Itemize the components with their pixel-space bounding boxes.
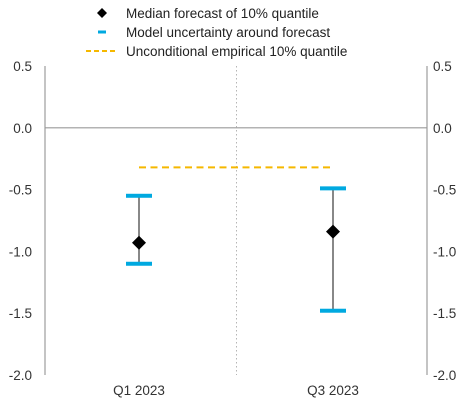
uncertainty-cap-high [126,193,152,198]
y-tick-label-right: 0.5 [433,59,452,74]
legend-label: Model uncertainty around forecast [126,25,330,40]
x-tick-label: Q3 2023 [307,383,359,398]
y-axis-left: 0.5 0.0 -0.5 -1.0 -1.5 -2.0 [9,59,32,383]
y-tick-label-left: -1.5 [9,306,32,321]
y-axis-right: 0.5 0.0 -0.5 -1.0 -1.5 -2.0 [433,59,456,383]
legend-label: Median forecast of 10% quantile [126,6,319,21]
median-marker [132,235,146,250]
y-tick-label-left: 0.0 [13,121,32,136]
uncertainty-cap-high [320,186,346,191]
y-tick-label-right: -0.5 [433,183,456,198]
y-tick-label-left: 0.5 [13,59,32,74]
legend: Median forecast of 10% quantile Model unc… [86,6,347,59]
legend-label: Unconditional empirical 10% quantile [126,44,347,59]
uncertainty-cap-low [320,308,346,313]
plot-area [44,66,428,375]
median-marker [326,224,340,239]
legend-median-marker [97,8,107,18]
y-tick-label-right: 0.0 [433,121,452,136]
y-tick-label-left: -2.0 [9,368,32,383]
y-tick-label-right: -1.0 [433,244,456,259]
legend-uncertainty-marker [98,30,106,34]
uncertainty-cap-low [126,261,152,266]
x-axis: Q1 2023 Q3 2023 [113,383,359,398]
y-tick-label-right: -1.5 [433,306,456,321]
x-tick-label: Q1 2023 [113,383,165,398]
y-tick-label-right: -2.0 [433,368,456,383]
y-tick-label-left: -1.0 [9,244,32,259]
y-tick-label-left: -0.5 [9,183,32,198]
